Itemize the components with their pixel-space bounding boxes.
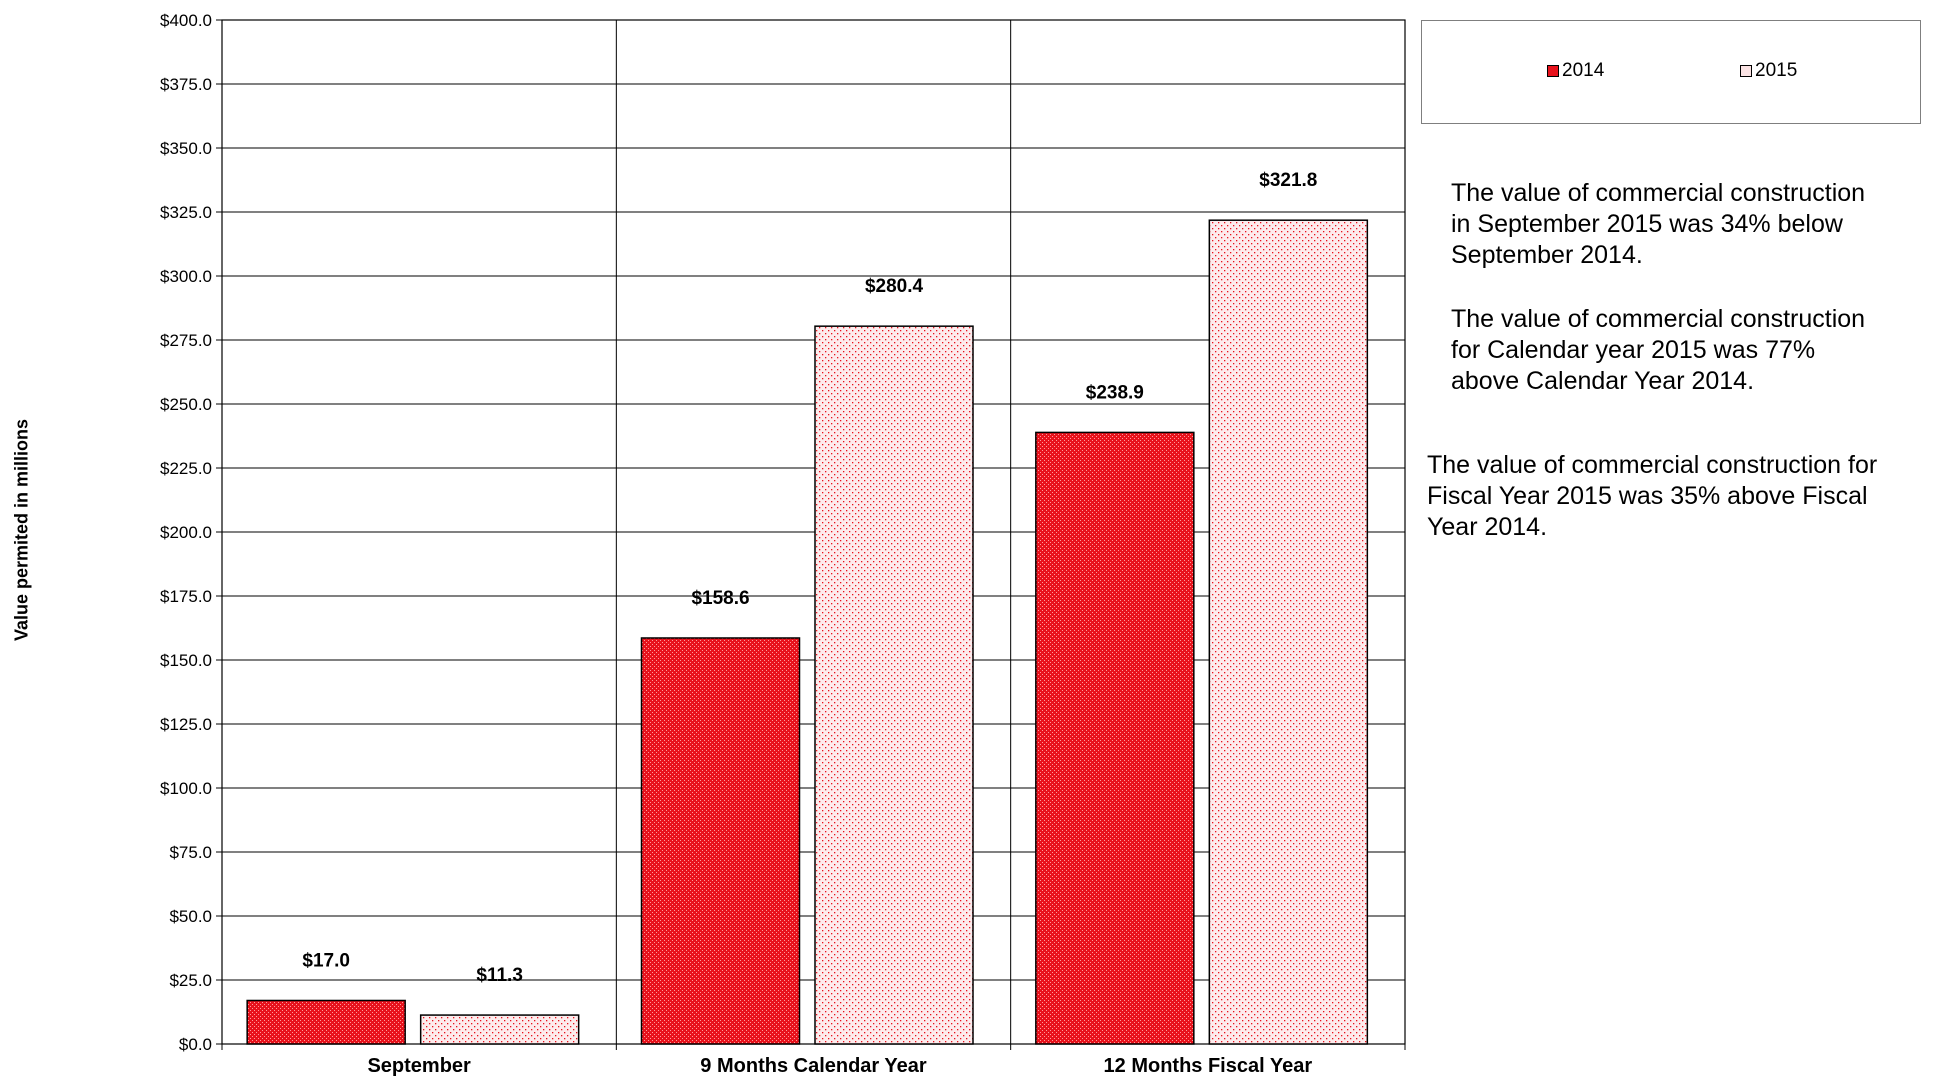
y-axis-label: Value permited in millions: [11, 418, 32, 642]
y-tick-label: $400.0: [160, 11, 212, 30]
bar-2015-1: [814, 325, 974, 1045]
data-label: $280.4: [865, 276, 924, 297]
legend-swatch-2014: [1547, 65, 1559, 77]
bar-2015-2: [1208, 219, 1369, 1045]
y-tick-label: $200.0: [160, 523, 212, 542]
y-tick-label: $75.0: [169, 843, 212, 862]
grid-lines: [221, 19, 1406, 1045]
y-tick-label: $50.0: [169, 907, 212, 926]
data-label: $158.6: [691, 588, 749, 609]
bar-2014-2: [1035, 431, 1195, 1045]
bar-2014-0: [246, 999, 406, 1045]
legend: 2014 2015: [1421, 20, 1921, 124]
y-tick-label: $300.0: [160, 267, 212, 286]
legend-label-2015: 2015: [1755, 60, 1798, 81]
x-tick-label: 9 Months Calendar Year: [700, 1055, 927, 1077]
bar-2014-1: [640, 637, 801, 1045]
legend-label-2014: 2014: [1562, 60, 1605, 81]
y-tick-label: $100.0: [160, 779, 212, 798]
y-tick-label: $350.0: [160, 139, 212, 158]
y-tick-label: $125.0: [160, 715, 212, 734]
data-labels: $17.0 $158.6 $238.9 $11.3 $280.4 $321.8: [302, 170, 1317, 986]
bars: [246, 219, 1369, 1045]
annotation-fiscal-year: The value of commercial construction for…: [1427, 451, 1878, 541]
y-tick-label: $0.0: [179, 1035, 212, 1054]
x-tick-label: 12 Months Fiscal Year: [1104, 1055, 1313, 1077]
y-tick-label: $25.0: [169, 971, 212, 990]
legend-item-2015: 2015: [1740, 61, 1797, 81]
y-tick-label: $150.0: [160, 651, 212, 670]
y-tick-label: $375.0: [160, 75, 212, 94]
annotation-september: The value of commercial construction in …: [1451, 179, 1866, 269]
data-label: $11.3: [476, 965, 523, 986]
legend-item-2014: 2014: [1547, 61, 1604, 81]
axes: $0.0 $25.0 $50.0 $75.0 $100.0 $125.0 $150.0 $17…: [160, 11, 1406, 1077]
bar-2015-0: [419, 1014, 580, 1045]
y-tick-label: $275.0: [160, 331, 212, 350]
annotation-calendar-year: The value of commercial construction for…: [1451, 305, 1866, 395]
data-label: $17.0: [302, 950, 350, 971]
y-tick-label: $325.0: [160, 203, 212, 222]
x-tick-label: September: [367, 1055, 471, 1077]
legend-swatch-2015: [1740, 65, 1752, 77]
y-tick-label: $225.0: [160, 459, 212, 478]
data-label: $321.8: [1259, 170, 1317, 191]
data-label: $238.9: [1086, 382, 1144, 403]
y-tick-label: $175.0: [160, 587, 212, 606]
y-tick-label: $250.0: [160, 395, 212, 414]
